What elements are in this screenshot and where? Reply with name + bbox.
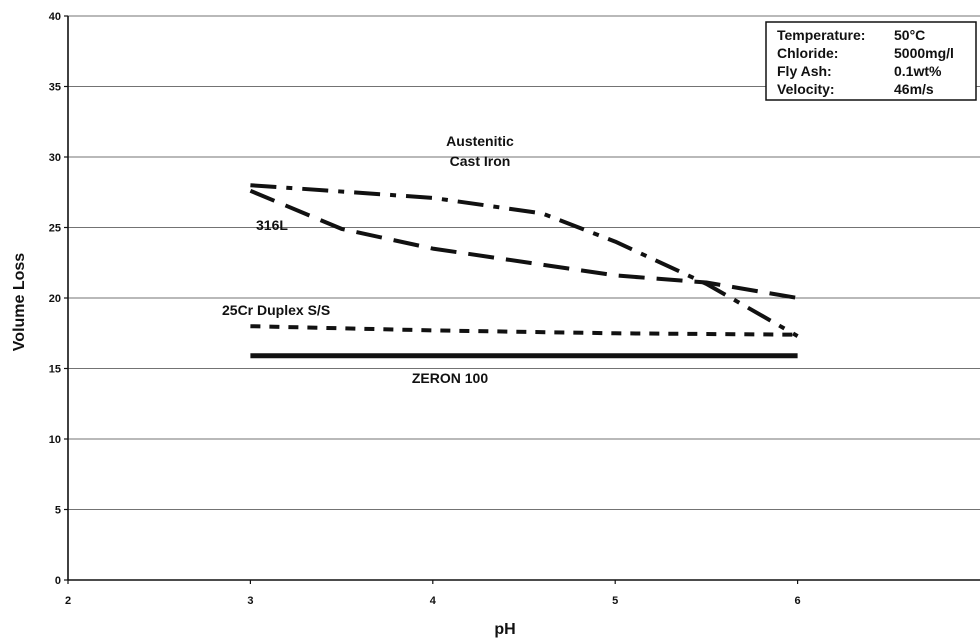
conditions-box-border	[765, 21, 977, 101]
gridlines	[68, 15, 980, 510]
y-tick-labels: 0 5 10 15 20 25 30 35 40	[49, 11, 61, 587]
condition-label: Velocity:	[777, 81, 835, 97]
series-line-25cr-duplex-s-s	[250, 324, 798, 337]
y-tick-label: 20	[49, 293, 61, 305]
y-tick-label: 25	[49, 223, 61, 235]
condition-value: 0.1wt%	[894, 63, 942, 79]
conditions-box: Temperature: 50°C Chloride: 5000mg/l Fly Ash…	[765, 21, 977, 101]
condition-value: 46m/s	[894, 81, 934, 97]
axes	[64, 15, 980, 584]
x-tick-label: 2	[65, 595, 71, 607]
y-tick-label: 15	[49, 364, 61, 376]
x-tick-label: 6	[795, 595, 801, 607]
y-axis-title: Volume Loss	[11, 253, 28, 351]
series-label: 25Cr Duplex S/S	[222, 302, 330, 318]
y-tick-label: 30	[49, 152, 61, 164]
series-label: Austenitic	[446, 133, 514, 149]
series-labels: Austenitic Cast Iron 316L 25Cr Duplex S/S ZE…	[222, 133, 514, 386]
x-tick-label: 4	[430, 595, 437, 607]
series-lines	[249, 183, 799, 359]
condition-label: Temperature:	[777, 27, 865, 43]
condition-value: 50°C	[894, 27, 925, 43]
x-tick-label: 3	[247, 595, 253, 607]
series-label: ZERON 100	[412, 370, 488, 386]
x-axis-title: pH	[494, 621, 515, 638]
series-line-austenitic-cast-iron	[250, 183, 799, 338]
y-tick-label: 5	[55, 505, 61, 517]
series-label: Cast Iron	[450, 153, 511, 169]
condition-value: 5000mg/l	[894, 45, 954, 61]
condition-label: Fly Ash:	[777, 63, 832, 79]
x-tick-label: 5	[612, 595, 618, 607]
y-tick-label: 10	[49, 434, 61, 446]
y-tick-label: 0	[55, 575, 61, 587]
series-label: 316L	[256, 217, 288, 233]
y-tick-label: 40	[49, 11, 61, 23]
condition-label: Chloride:	[777, 45, 838, 61]
series-line-316l	[249, 188, 798, 300]
x-tick-labels: 2 3 4 5 6	[65, 595, 801, 607]
y-tick-label: 35	[49, 82, 61, 94]
